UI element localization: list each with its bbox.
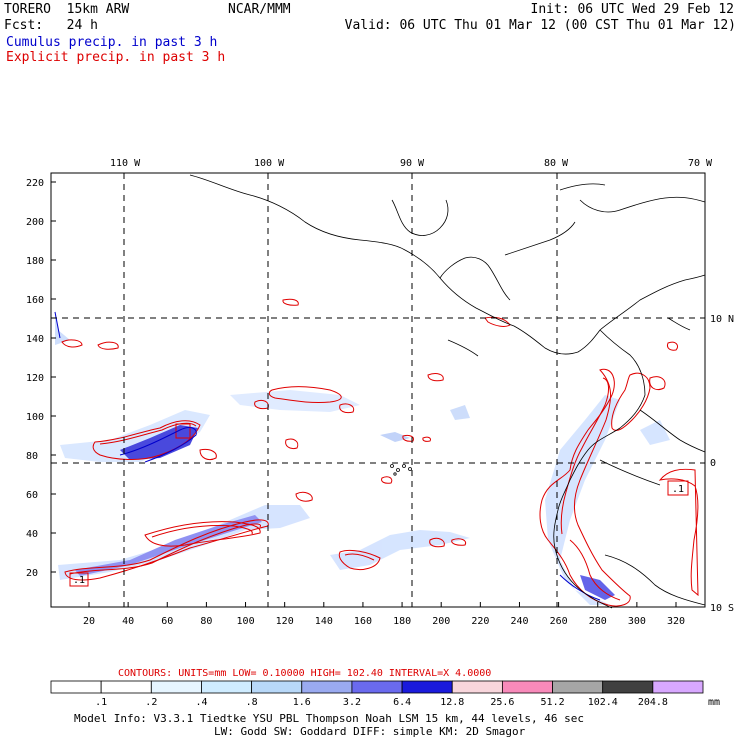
x-tick-label: 20 [83, 616, 95, 627]
y-tick-label: 60 [26, 490, 38, 501]
scale-swatch [451, 680, 503, 694]
scale-label: 204.8 [638, 697, 668, 708]
scale-label: 1.6 [293, 697, 311, 708]
scale-label: 6.4 [393, 697, 411, 708]
lat-label-10n: 10 N [710, 314, 734, 325]
model-info-line2: LW: Godd SW: Goddard DIFF: simple KM: 2D… [214, 725, 526, 738]
x-tick-label: 40 [122, 616, 134, 627]
x-tick-label: 60 [161, 616, 173, 627]
explicit-field-label: Explicit precip. in past 3 h [6, 50, 226, 65]
y-tick-label: 20 [26, 568, 38, 579]
cumulus-field-label: Cumulus precip. in past 3 h [6, 35, 218, 50]
x-tick-label: 260 [550, 616, 568, 627]
min-marker-right-label: .1 [672, 484, 684, 495]
scale-label: .8 [246, 697, 258, 708]
scale-swatch [50, 680, 102, 694]
y-tick-label: 180 [26, 256, 44, 267]
scale-label: 51.2 [541, 697, 565, 708]
scale-label: .1 [95, 697, 107, 708]
lon-label-80w: 80 W [544, 158, 569, 169]
lat-label-10s: 10 S [710, 603, 734, 614]
min-marker-left-label: .1 [73, 575, 85, 586]
x-tick-label: 200 [432, 616, 450, 627]
lon-label-70w: 70 W [688, 158, 713, 169]
x-tick-label: 120 [276, 616, 294, 627]
scale-swatch [351, 680, 403, 694]
x-tick-label: 180 [393, 616, 411, 627]
scale-swatch [301, 680, 353, 694]
contours-info: CONTOURS: UNITS=mm LOW= 0.10000 HIGH= 10… [118, 668, 491, 679]
y-tick-label: 100 [26, 412, 44, 423]
lat-label-0: 0 [710, 458, 716, 469]
scale-swatch [552, 680, 604, 694]
scale-label: 12.8 [440, 697, 464, 708]
scale-label: 25.6 [490, 697, 514, 708]
min-marker-right: .1 [667, 480, 689, 496]
y-tick-label: 40 [26, 529, 38, 540]
lon-label-100w: 100 W [254, 158, 285, 169]
x-tick-label: 160 [354, 616, 372, 627]
scale-swatch [251, 680, 303, 694]
scale-swatch [501, 680, 553, 694]
y-tick-label: 140 [26, 334, 44, 345]
init-time: Init: 06 UTC Wed 29 Feb 12 [530, 2, 735, 17]
y-tick-label: 200 [26, 217, 44, 228]
x-tick-label: 240 [510, 616, 528, 627]
scale-swatch [201, 680, 253, 694]
y-tick-label: 220 [26, 178, 44, 189]
scale-swatch [401, 680, 453, 694]
x-tick-label: 80 [200, 616, 212, 627]
x-tick-label: 300 [628, 616, 646, 627]
model-title: TORERO 15km ARW [4, 2, 130, 17]
scale-label: 3.2 [343, 697, 361, 708]
forecast-hour: Fcst: 24 h [4, 18, 98, 33]
y-tick-label: 160 [26, 295, 44, 306]
x-tick-label: 280 [589, 616, 607, 627]
scale-label: 102.4 [588, 697, 618, 708]
scale-swatch [602, 680, 654, 694]
x-tick-label: 100 [237, 616, 255, 627]
scale-unit: mm [708, 697, 720, 708]
scale-swatch [150, 680, 202, 694]
y-tick-label: 120 [26, 373, 44, 384]
x-tick-label: 220 [471, 616, 489, 627]
y-tick-label: 80 [26, 451, 38, 462]
scale-label: .2 [145, 697, 157, 708]
model-info-line1: Model Info: V3.3.1 Tiedtke YSU PBL Thomp… [74, 712, 584, 725]
scale-swatch [100, 680, 152, 694]
lon-label-110w: 110 W [110, 158, 141, 169]
x-tick-label: 320 [667, 616, 685, 627]
valid-time: Valid: 06 UTC Thu 01 Mar 12 (00 CST Thu … [344, 18, 736, 33]
x-tick-label: 140 [315, 616, 333, 627]
min-marker-left: .1 [69, 572, 89, 587]
scale-swatch [652, 680, 704, 694]
lon-label-90w: 90 W [400, 158, 425, 169]
center-name: NCAR/MMM [228, 2, 291, 17]
color-scale-bar: .1 .2 .4 .8 1.6 3.2 6.4 12.8 25.6 51.2 102.4 204.8 [50, 680, 704, 708]
scale-label: .4 [195, 697, 207, 708]
